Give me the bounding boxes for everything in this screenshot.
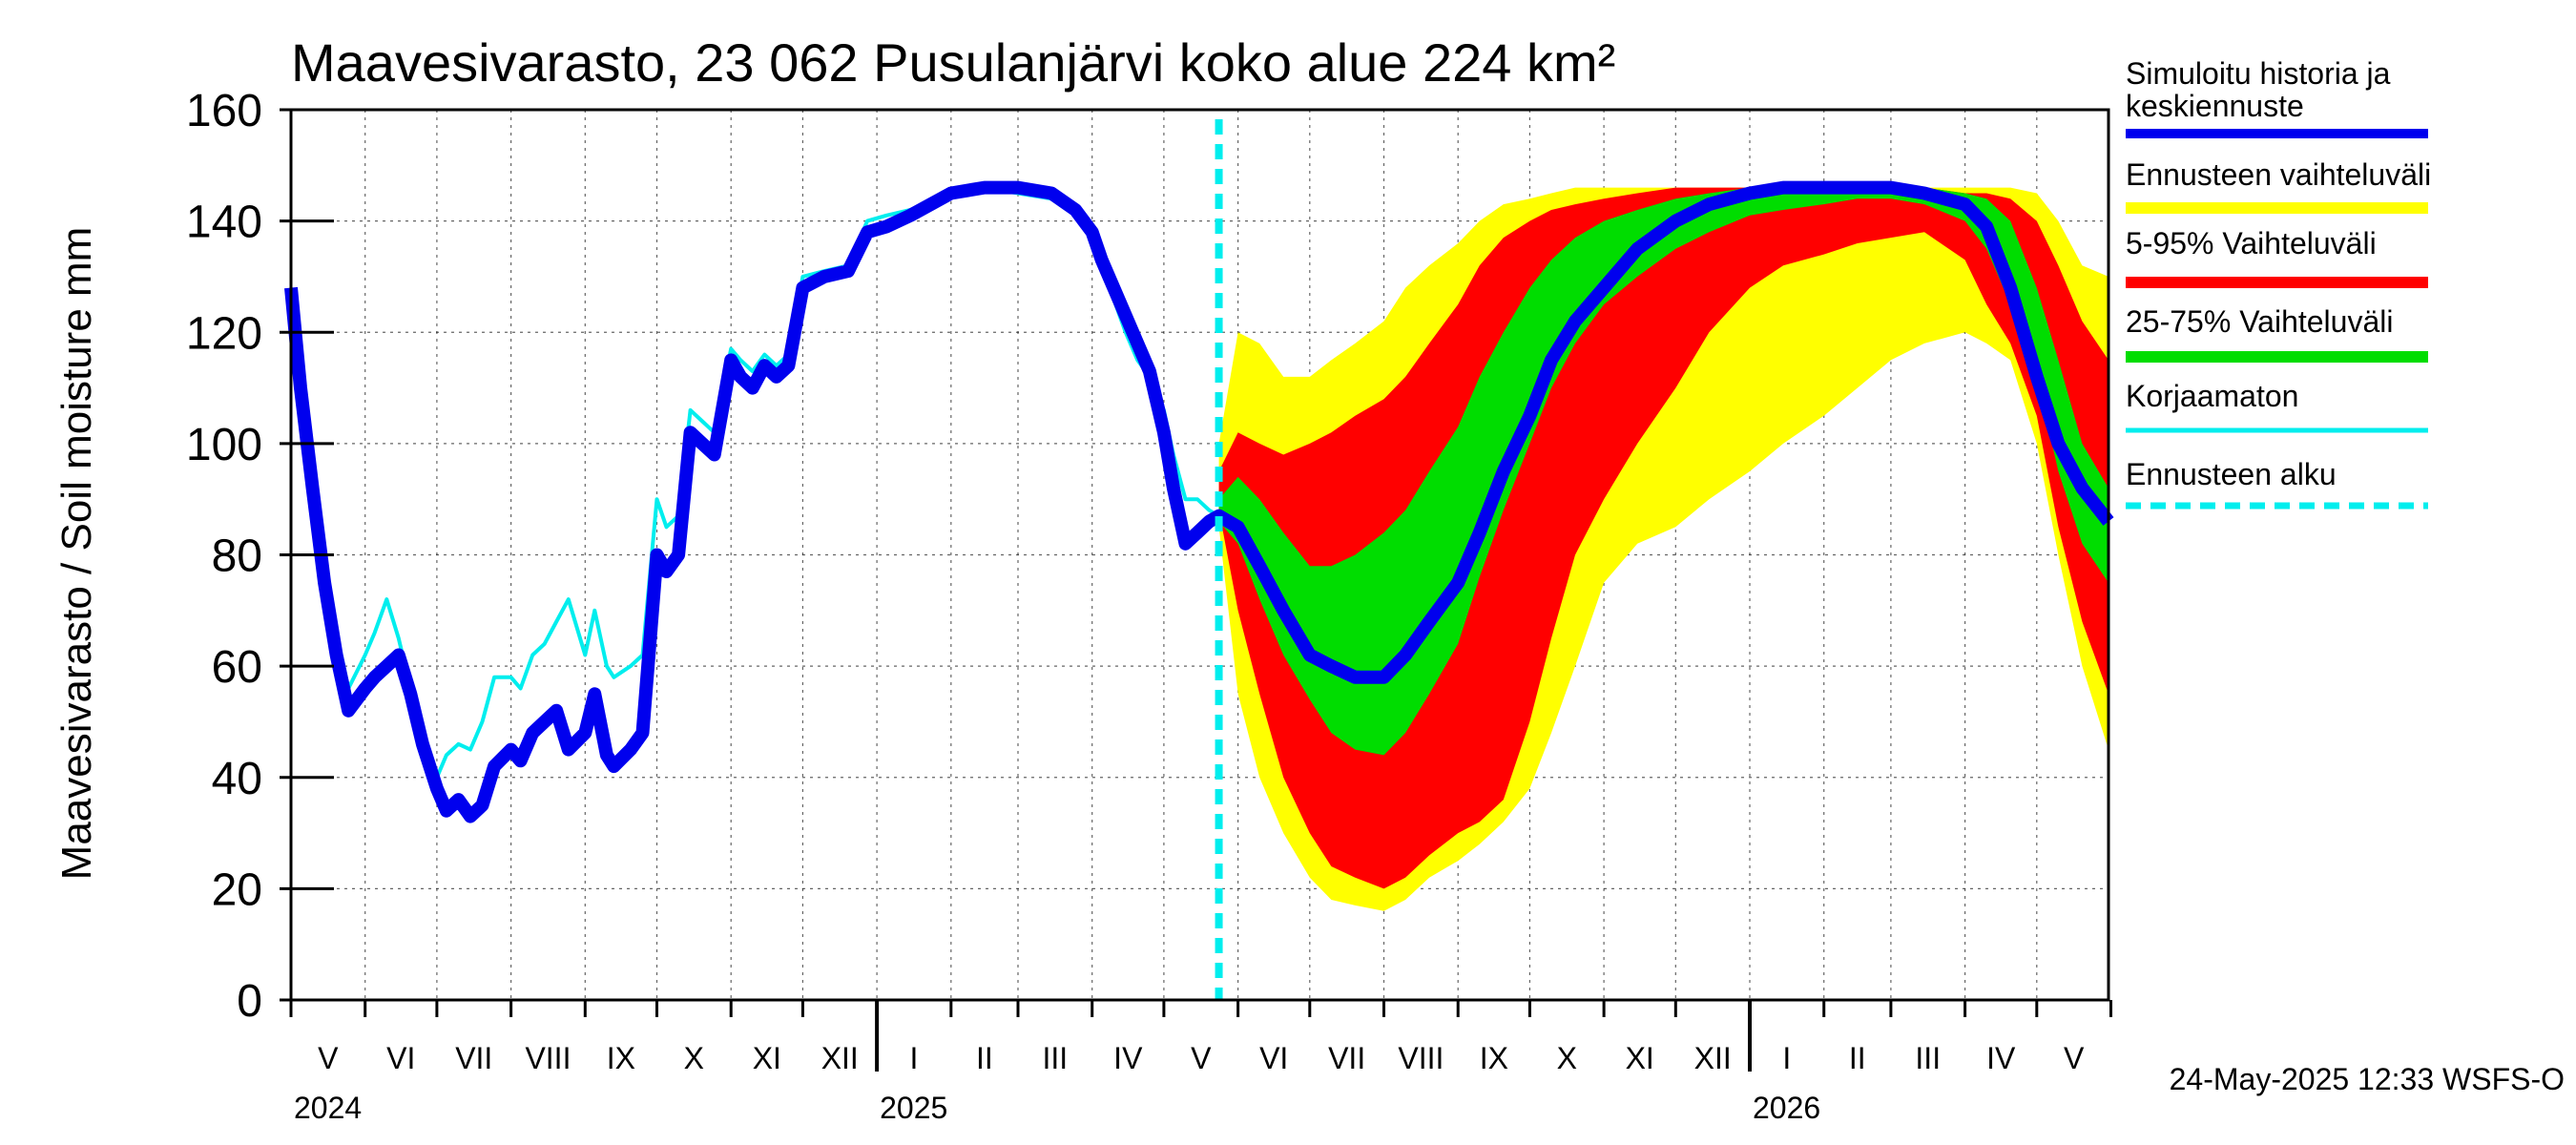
y-tick-label: 160 <box>186 86 262 136</box>
chart-title: Maavesivarasto, 23 062 Pusulanjärvi koko… <box>291 32 1615 93</box>
plot-area <box>284 110 2114 1000</box>
month-label: VI <box>1259 1041 1288 1075</box>
year-label: 2024 <box>294 1091 362 1125</box>
y-tick-label: 0 <box>237 976 262 1027</box>
month-label: VIII <box>525 1041 571 1075</box>
y-tick-label: 120 <box>186 308 262 359</box>
month-label: V <box>1191 1041 1212 1075</box>
month-label: IX <box>607 1041 635 1075</box>
month-label: III <box>1043 1041 1069 1075</box>
legend-entry: 5-95% Vaihteluväli <box>2126 226 2428 288</box>
month-label: VIII <box>1398 1041 1444 1075</box>
year-label: 2026 <box>1753 1091 1820 1125</box>
legend-label: Ennusteen alku <box>2126 457 2337 491</box>
month-label: IX <box>1480 1041 1508 1075</box>
legend-entry: Ennusteen vaihteluväli <box>2126 157 2431 214</box>
month-label: VII <box>1328 1041 1365 1075</box>
legend-label: Ennusteen vaihteluväli <box>2126 157 2431 192</box>
month-label: I <box>1782 1041 1791 1075</box>
legend-entry: Ennusteen alku <box>2126 457 2428 510</box>
legend-entry: 25-75% Vaihteluväli <box>2126 304 2428 363</box>
y-tick-label: 60 <box>212 642 262 693</box>
year-label: 2025 <box>880 1091 947 1125</box>
y-tick-label: 20 <box>212 864 262 915</box>
legend-label: 5-95% Vaihteluväli <box>2126 226 2377 260</box>
month-label: V <box>318 1041 339 1075</box>
y-tick-label: 40 <box>212 754 262 804</box>
band-5-95-vaihteluv-li <box>1218 187 2109 889</box>
month-label: IV <box>1113 1041 1143 1075</box>
legend-entry: Korjaamaton <box>2126 379 2428 433</box>
month-label: III <box>1915 1041 1941 1075</box>
month-label: XII <box>1694 1041 1732 1075</box>
month-label: II <box>1849 1041 1866 1075</box>
uncorrected-line <box>289 185 1220 780</box>
simulated-mean-line <box>284 180 2114 823</box>
legend-label: 25-75% Vaihteluväli <box>2126 304 2393 339</box>
timestamp-label: 24-May-2025 12:33 WSFS-O <box>2170 1062 2565 1096</box>
legend-label: keskiennuste <box>2126 89 2304 123</box>
month-label: IV <box>1986 1041 2016 1075</box>
y-tick-label: 140 <box>186 198 262 248</box>
month-label: VII <box>455 1041 492 1075</box>
y-tick-label: 100 <box>186 420 262 470</box>
legend-label: Simuloitu historia ja <box>2126 56 2391 91</box>
y-tick-label: 80 <box>212 531 262 582</box>
month-label: I <box>910 1041 919 1075</box>
month-label: II <box>976 1041 993 1075</box>
legend-label: Korjaamaton <box>2126 379 2298 413</box>
y-axis-label: Maavesivarasto / Soil moisture mm <box>53 227 100 881</box>
month-label: XI <box>753 1041 781 1075</box>
month-label: XII <box>821 1041 859 1075</box>
month-label: X <box>1557 1041 1577 1075</box>
month-label: XI <box>1626 1041 1654 1075</box>
month-label: VI <box>386 1041 415 1075</box>
month-label: X <box>684 1041 704 1075</box>
month-label: V <box>2064 1041 2085 1075</box>
